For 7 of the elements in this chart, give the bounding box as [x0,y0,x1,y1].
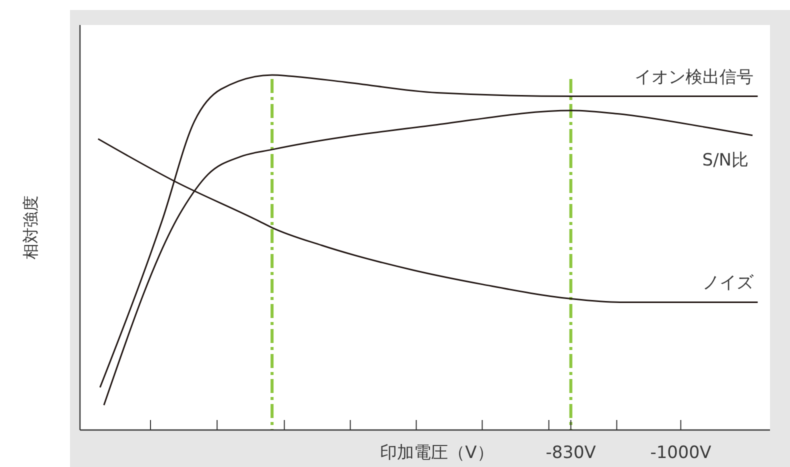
series-label: イオン検出信号 [634,67,754,88]
y-axis-title: 相対強度 [21,196,40,260]
x-tick-label: -1000V [650,443,712,463]
x-axis-title: 印加電圧（V） [380,443,494,463]
series-label: S/N比 [702,150,749,170]
x-tick-label: -830V [546,443,596,463]
series-label: ノイズ [702,273,755,294]
